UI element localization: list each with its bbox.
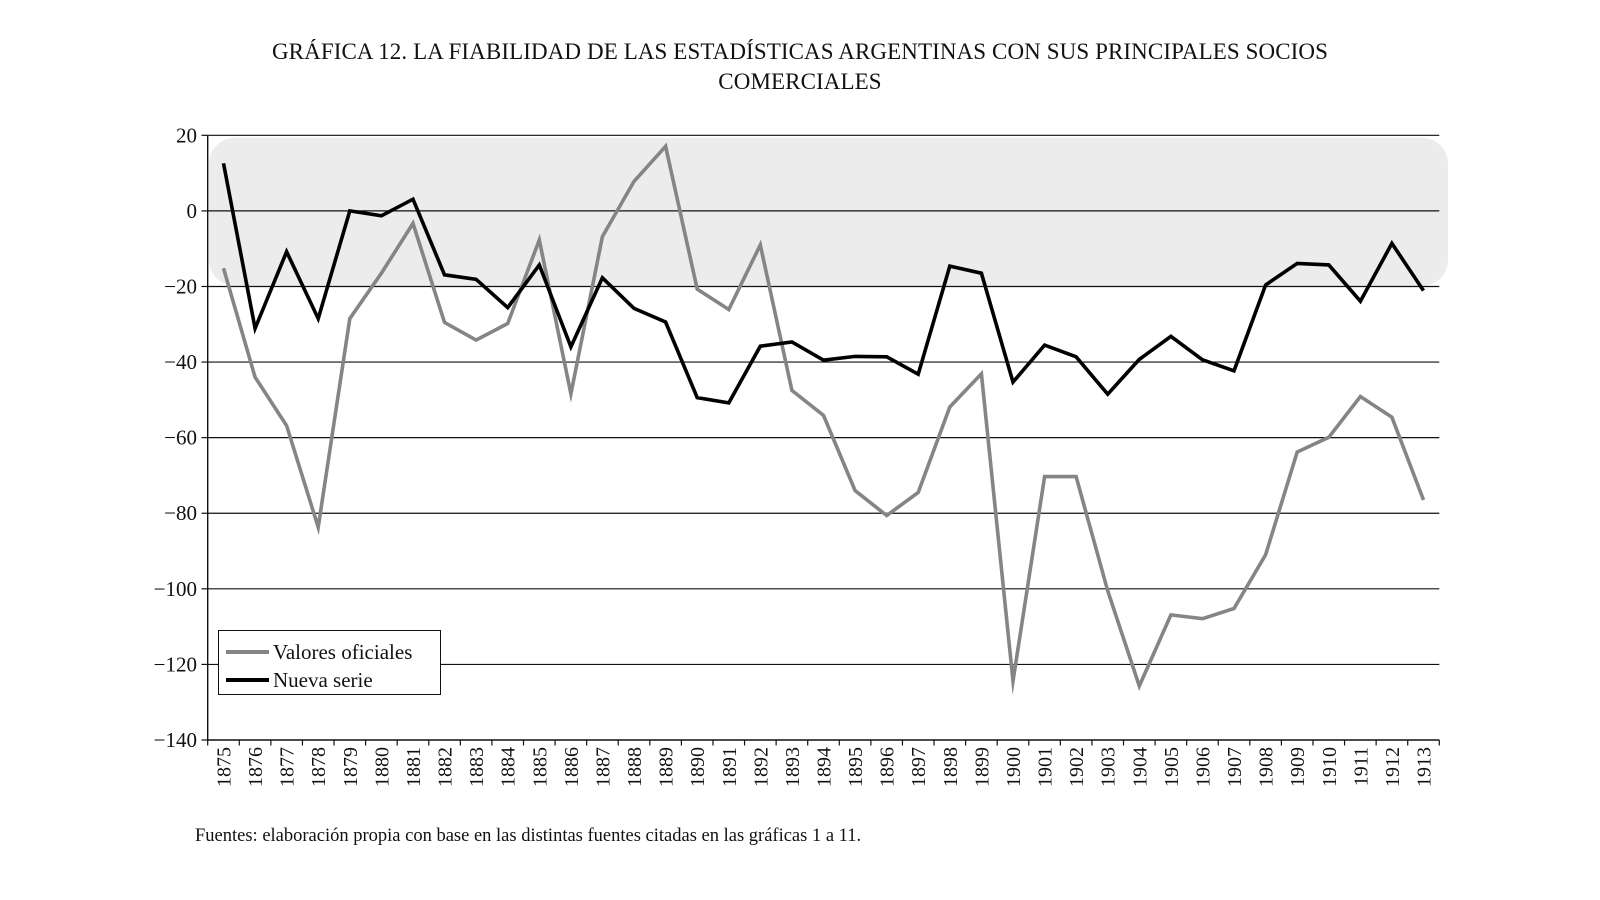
y-tick-label: −100 [154,577,197,601]
x-tick-label: 1911 [1350,747,1372,786]
x-tick-label: 1896 [877,747,899,787]
x-tick-label: 1876 [245,747,267,787]
x-tick-label: 1880 [371,747,393,787]
x-tick-label: 1903 [1098,747,1120,787]
x-tick-label: 1897 [908,747,930,787]
x-tick-label: 1899 [971,747,993,787]
x-tick-label: 1907 [1224,747,1246,787]
x-tick-label: 1890 [687,747,709,787]
y-tick-label: −120 [154,652,197,676]
shaded-band-layer [209,137,1448,286]
x-tick-label: 1883 [466,747,488,787]
y-tick-label: −40 [164,350,197,374]
x-tick-label: 1885 [529,747,551,787]
y-tick-label: −140 [154,728,197,752]
x-tick-label: 1893 [782,747,804,787]
series-line [221,142,1426,696]
x-tick-label: 1902 [1066,747,1088,787]
y-tick-label: −80 [164,501,197,525]
y-tick-label: 0 [187,199,198,223]
x-tick-label: 1878 [308,747,330,787]
legend-swatch-gray [226,650,269,654]
x-tick-label: 1888 [624,747,646,787]
series-valores-oficiales [221,142,1426,696]
chart-title-line-2: COMERCIALES [718,69,882,94]
shaded-band [209,137,1448,286]
x-tick-label: 1882 [435,747,457,787]
series-nueva-serie [221,162,1425,405]
x-tick-label: 1889 [656,747,678,787]
x-tick-label: 1912 [1382,747,1404,787]
legend-entry-valores-oficiales: Valores oficiales [226,639,412,665]
x-tick-label: 1898 [940,747,962,787]
legend-label: Valores oficiales [273,639,413,664]
x-tick-label: 1875 [213,747,235,787]
x-tick-label: 1913 [1414,747,1436,787]
x-tick-label: 1906 [1192,747,1214,787]
y-tick-label: 20 [176,123,197,147]
legend-entry-nueva-serie: Nueva serie [226,667,373,693]
x-tick-label: 1881 [403,747,425,787]
series-line [221,162,1425,405]
x-tick-label: 1877 [277,747,299,787]
x-tick-label: 1905 [1161,747,1183,787]
x-tick-label: 1900 [1003,747,1025,787]
x-tick-label: 1886 [561,747,583,787]
legend: Valores oficiales Nueva serie [218,630,441,695]
x-tick-label: 1901 [1035,747,1057,787]
x-tick-label: 1910 [1319,747,1341,787]
series-lines [221,142,1426,696]
x-tick-label: 1891 [719,747,741,787]
legend-swatch-black [226,678,269,682]
legend-label: Nueva serie [273,667,373,692]
x-tick-label: 1909 [1287,747,1309,787]
x-tick-label: 1895 [845,747,867,787]
x-tick-label: 1884 [498,747,520,787]
source-footnote: Fuentes: elaboración propia con base en … [195,826,862,846]
axes: 20 0 −20 −40 −60 −80 −100 −120 −140 1875 1876 1877 1… [154,123,1440,787]
x-tick-label: 1887 [592,747,614,787]
x-tick-label: 1904 [1129,747,1151,787]
y-tick-label: −60 [164,426,197,450]
x-tick-label: 1879 [340,747,362,787]
x-tick-label: 1894 [814,747,836,787]
x-tick-label: 1892 [750,747,772,787]
y-tick-label: −20 [164,274,197,298]
x-tick-label: 1908 [1256,747,1278,787]
chart-title-line-1: GRÁFICA 12. LA FIABILIDAD DE LAS ESTADÍS… [271,39,1329,64]
